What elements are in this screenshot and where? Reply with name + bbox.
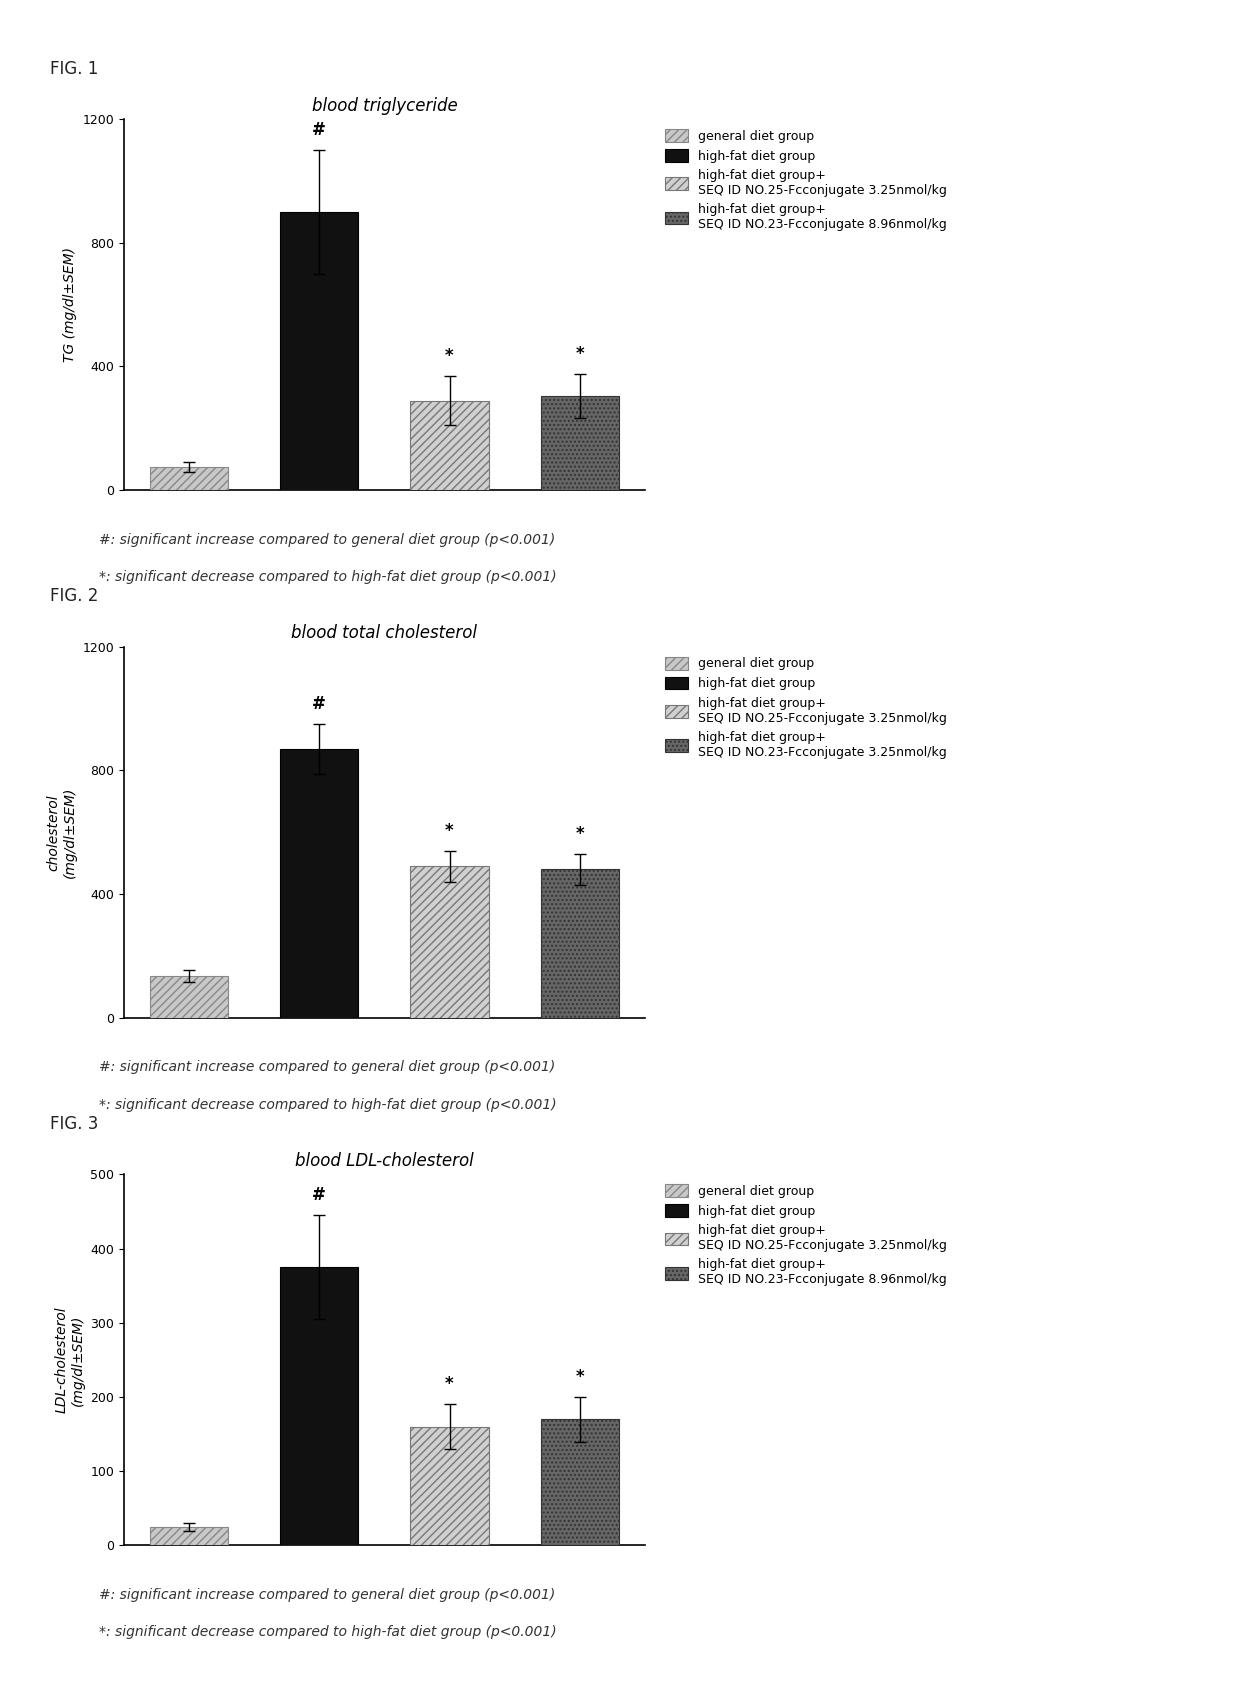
Title: blood LDL-cholesterol: blood LDL-cholesterol (295, 1152, 474, 1169)
Text: #: significant increase compared to general diet group (p<0.001): #: significant increase compared to gene… (99, 1588, 556, 1602)
Title: blood total cholesterol: blood total cholesterol (291, 625, 477, 642)
Bar (410, 400, 489, 490)
Bar (541, 870, 619, 1018)
Title: blood triglyceride: blood triglyceride (311, 97, 458, 114)
Bar (280, 749, 358, 1018)
Bar (150, 466, 228, 490)
Text: *: significant decrease compared to high-fat diet group (p<0.001): *: significant decrease compared to high… (99, 570, 557, 584)
Bar (280, 213, 358, 490)
Text: FIG. 3: FIG. 3 (50, 1115, 98, 1134)
Text: *: significant decrease compared to high-fat diet group (p<0.001): *: significant decrease compared to high… (99, 1625, 557, 1639)
Bar (150, 1527, 228, 1545)
Text: *: * (445, 347, 454, 364)
Bar (150, 975, 228, 1018)
Legend: general diet group, high-fat diet group, high-fat diet group+
SEQ ID NO.25-Fccon: general diet group, high-fat diet group,… (661, 654, 950, 762)
Bar (410, 1426, 489, 1545)
Legend: general diet group, high-fat diet group, high-fat diet group+
SEQ ID NO.25-Fccon: general diet group, high-fat diet group,… (661, 1181, 950, 1290)
Bar (541, 397, 619, 490)
Text: FIG. 2: FIG. 2 (50, 587, 98, 606)
Y-axis label: cholesterol
(mg/dl±SEM): cholesterol (mg/dl±SEM) (47, 786, 77, 878)
Text: #: significant increase compared to general diet group (p<0.001): #: significant increase compared to gene… (99, 1060, 556, 1074)
Y-axis label: LDL-cholesterol
(mg/dl±SEM): LDL-cholesterol (mg/dl±SEM) (55, 1307, 84, 1413)
Text: #: significant increase compared to general diet group (p<0.001): #: significant increase compared to gene… (99, 533, 556, 546)
Y-axis label: TG (mg/dl±SEM): TG (mg/dl±SEM) (63, 247, 77, 363)
Text: *: * (575, 346, 584, 363)
Bar (541, 1419, 619, 1545)
Bar (410, 866, 489, 1018)
Text: *: significant decrease compared to high-fat diet group (p<0.001): *: significant decrease compared to high… (99, 1098, 557, 1111)
Legend: general diet group, high-fat diet group, high-fat diet group+
SEQ ID NO.25-Fccon: general diet group, high-fat diet group,… (661, 126, 950, 235)
Text: FIG. 1: FIG. 1 (50, 60, 98, 78)
Text: *: * (445, 1375, 454, 1394)
Text: *: * (445, 822, 454, 839)
Text: #: # (312, 121, 326, 140)
Text: *: * (575, 825, 584, 842)
Text: #: # (312, 1186, 326, 1203)
Bar (280, 1266, 358, 1545)
Text: *: * (575, 1368, 584, 1385)
Text: #: # (312, 694, 326, 713)
